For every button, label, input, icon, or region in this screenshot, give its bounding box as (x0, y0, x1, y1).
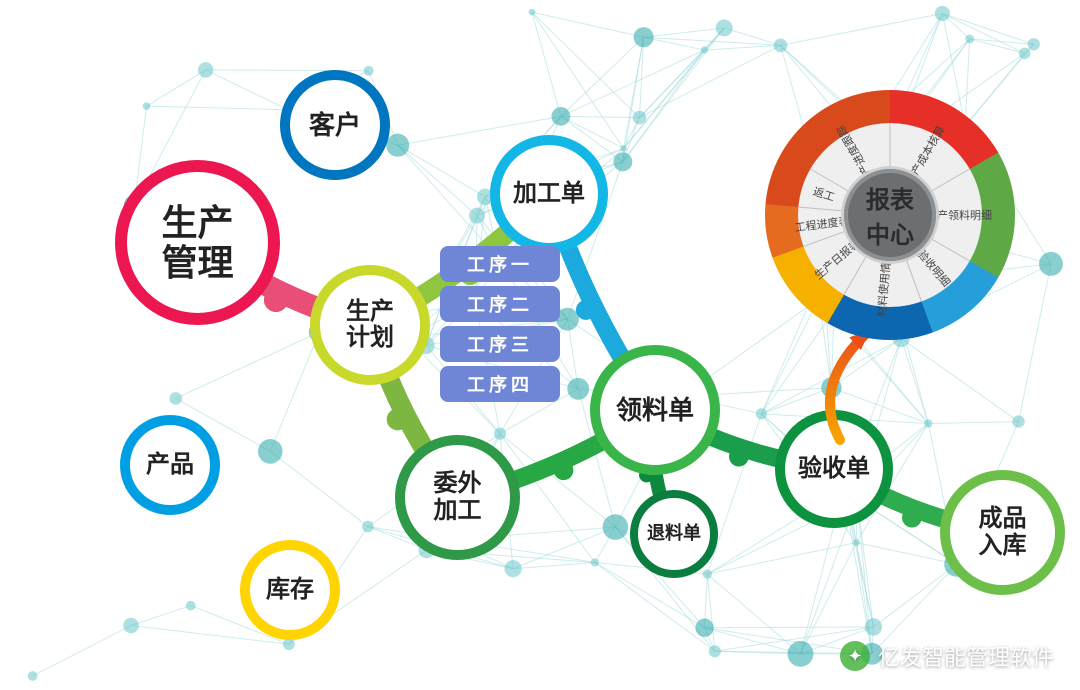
report-center-widget: 生产进度跟踪生产成本核算生产领料明细验收明细材料使用情况生产日报表工程进度表返工… (765, 90, 1015, 340)
report-center-label: 报表 中心 (844, 169, 936, 261)
diagram-stage: 生产 管理客户产品库存生产 计划加工单委外 加工领料单退料单验收单成品 入库 工… (0, 0, 1080, 690)
